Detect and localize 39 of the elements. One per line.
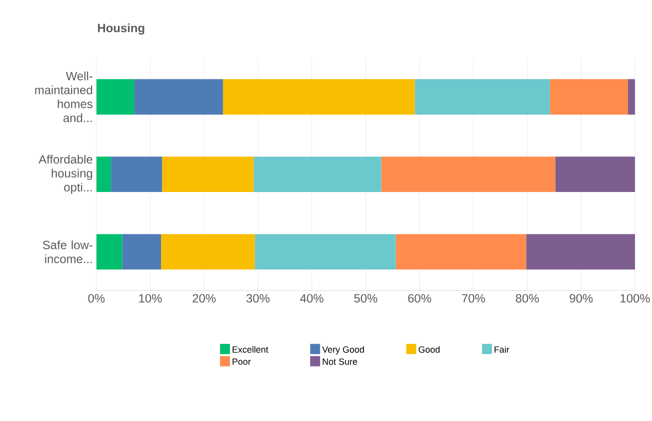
bar	[628, 79, 635, 115]
y-tick-label: Safe low-income...	[42, 240, 92, 264]
x-tick-label: 90%	[570, 294, 593, 303]
bar	[110, 156, 162, 192]
bar	[161, 234, 255, 270]
chart-title: Housing	[98, 23, 144, 35]
x-tick-label: 70%	[462, 294, 485, 303]
bar	[414, 79, 550, 115]
bar	[254, 156, 382, 192]
bar	[122, 234, 162, 270]
legend-label: Very Good	[322, 346, 364, 354]
x-tick-label: 20%	[192, 294, 216, 303]
bar	[96, 79, 134, 115]
x-tick-label: 0%	[88, 294, 105, 303]
x-tick-label: 60%	[408, 294, 432, 303]
bar	[96, 156, 111, 192]
x-tick-label: 50%	[354, 294, 378, 303]
legend-label: Excellent	[232, 346, 268, 353]
x-tick-label: 40%	[300, 294, 324, 303]
bar	[381, 156, 556, 192]
y-tick-label: Affordable housing opti...	[38, 154, 92, 194]
bar	[222, 79, 415, 115]
y-tick-label: Well-maintained homes and...	[35, 72, 92, 122]
bar	[134, 79, 223, 115]
bar	[396, 234, 526, 270]
bar	[550, 79, 628, 115]
bar	[96, 234, 122, 270]
legend-label: Good	[418, 346, 440, 353]
legend-label: Poor	[232, 358, 251, 365]
bar	[555, 156, 635, 192]
x-tick-label: 10%	[139, 294, 162, 303]
bar	[162, 156, 254, 192]
bar	[254, 234, 396, 270]
legend-label: Not Sure	[322, 358, 358, 365]
x-tick-label: 30%	[246, 294, 270, 303]
bar	[526, 234, 635, 270]
legend-label: Fair	[494, 346, 510, 353]
x-tick-label: 100%	[620, 294, 650, 303]
x-tick-label: 80%	[516, 294, 539, 303]
